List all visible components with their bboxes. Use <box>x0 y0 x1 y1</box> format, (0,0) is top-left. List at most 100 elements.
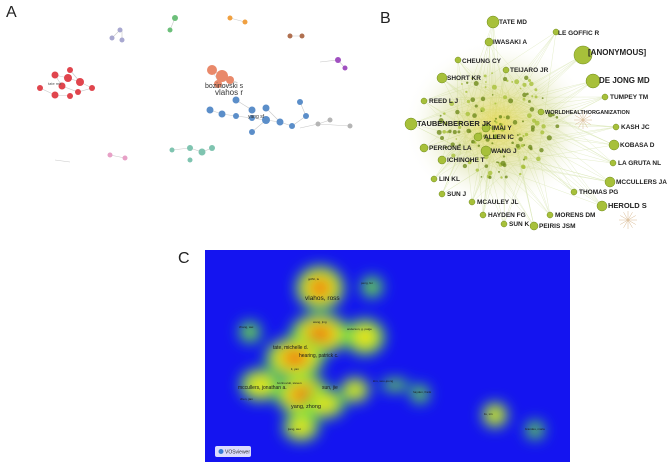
panel-a-node <box>226 76 234 84</box>
b-inner-node <box>515 143 520 148</box>
b-inner-node <box>497 161 500 164</box>
b-inner-node <box>484 81 487 83</box>
b-star-ray <box>582 112 588 121</box>
b-author-node <box>480 145 492 157</box>
b-inner-node <box>466 81 469 84</box>
c-label-vlahos: vlahos, ross <box>305 295 340 302</box>
b-inner-node <box>522 158 525 161</box>
b-inner-node <box>480 96 486 102</box>
panel-c-labels: vlahos, ross tate, michelle d. hearing, … <box>238 277 545 431</box>
b-author-node <box>430 175 438 183</box>
b-inner-node <box>500 160 506 166</box>
b-inner-node <box>471 139 475 144</box>
b-star-ray <box>575 115 584 121</box>
b-inner-node <box>516 133 519 137</box>
b-label-short: SHORT KR <box>447 75 481 82</box>
b-author-node <box>481 123 491 133</box>
panel-a-node <box>342 65 348 71</box>
panel-a-node <box>289 123 295 129</box>
b-author-node <box>608 139 620 151</box>
c-label-hearing: hearing, patrick c. <box>299 353 338 359</box>
panel-b-hub-glow <box>403 40 593 210</box>
panel-a-node <box>303 113 309 119</box>
c-label-kim: kim, woo-joong <box>373 379 394 383</box>
b-inner-node <box>555 116 559 119</box>
b-inner-node <box>539 148 544 153</box>
b-inner-node <box>494 117 497 120</box>
b-inner-node <box>555 124 560 129</box>
b-inner-node <box>452 130 457 135</box>
c-watermark-text: VOSviewer <box>225 450 250 456</box>
c-label-zhang: zhang, wei <box>239 325 254 329</box>
b-author-node <box>473 132 483 142</box>
panel-a-node <box>232 96 240 104</box>
b-inner-node <box>480 176 483 178</box>
b-inner-node <box>522 97 526 101</box>
b-author-node <box>454 56 462 64</box>
c-label-mccullers: mccullers, jonathan a. <box>238 385 287 391</box>
panel-a-node <box>75 89 81 95</box>
b-label-iwasaki: IWASAKI A <box>493 39 527 46</box>
b-star-ray <box>578 119 584 128</box>
b-label-taubenberger: TAUBENBERGER JK <box>417 119 492 128</box>
c-label-yang: yang, zhong <box>291 404 321 410</box>
panel-c-watermark: VOSviewer <box>215 446 251 457</box>
b-inner-node <box>471 77 474 80</box>
panel-b-nodes <box>404 15 637 231</box>
c-label-hayden: hayden, frank <box>413 390 432 394</box>
b-inner-node <box>483 74 487 78</box>
b-author-node <box>479 211 487 219</box>
panel-a-edges <box>39 17 351 163</box>
panel-a-node <box>262 104 270 112</box>
b-inner-node <box>448 129 452 134</box>
b-author-node <box>438 190 446 198</box>
b-inner-node <box>442 129 447 134</box>
b-inner-node <box>468 130 472 133</box>
b-inner-node <box>518 133 521 136</box>
panel-a-node <box>107 152 113 158</box>
panel-a-node <box>227 15 233 21</box>
b-label-thomas: THOMAS PG <box>579 189 618 196</box>
b-author-node <box>437 155 447 165</box>
b-inner-node <box>443 121 448 126</box>
panel-a-node <box>327 117 333 123</box>
b-author-node <box>486 15 500 29</box>
b-label-legoffic: LE GOFFIC R <box>558 30 599 37</box>
b-star-ray <box>623 219 629 228</box>
panel-c-label: C <box>178 250 190 267</box>
b-inner-node <box>444 146 448 149</box>
panel-a-node <box>214 80 222 88</box>
b-inner-node <box>511 80 514 83</box>
b-star-ray <box>582 119 591 125</box>
b-inner-node <box>524 75 529 81</box>
b-inner-node <box>524 132 529 137</box>
b-inner-node <box>527 78 532 83</box>
c-label-goffic: goffic, le <box>308 277 319 281</box>
b-inner-node <box>458 125 462 130</box>
b-star-ray <box>620 219 629 225</box>
panel-a-node <box>218 110 226 118</box>
b-inner-node <box>451 153 456 158</box>
panel-a-node <box>169 147 175 153</box>
b-star-ray <box>578 112 584 121</box>
b-inner-node <box>484 86 487 89</box>
c-label-wang: wang, jing <box>313 320 327 324</box>
b-author-node <box>552 28 560 36</box>
b-author-node <box>404 117 418 131</box>
panel-a-node <box>262 116 270 124</box>
vosviewer-logo-icon <box>218 449 224 454</box>
b-inner-node <box>495 121 498 124</box>
panel-a-node <box>67 67 73 73</box>
b-label-tate: TATE MD <box>499 19 527 26</box>
b-author-node <box>420 97 428 105</box>
c-label-anderson: anderson, g. paige <box>347 327 372 331</box>
b-inner-node <box>449 101 455 107</box>
b-label-mccullers: MCCULLERS JA <box>616 179 667 186</box>
b-label-who: WORLDHEALTHORGANIZATION <box>545 110 630 116</box>
b-inner-node <box>494 102 497 105</box>
panel-a-node <box>297 99 303 105</box>
b-label-imai: IMAI Y <box>492 125 512 132</box>
panel-a-node <box>209 145 215 151</box>
panel-a-node <box>233 113 239 119</box>
b-inner-node <box>470 159 473 162</box>
